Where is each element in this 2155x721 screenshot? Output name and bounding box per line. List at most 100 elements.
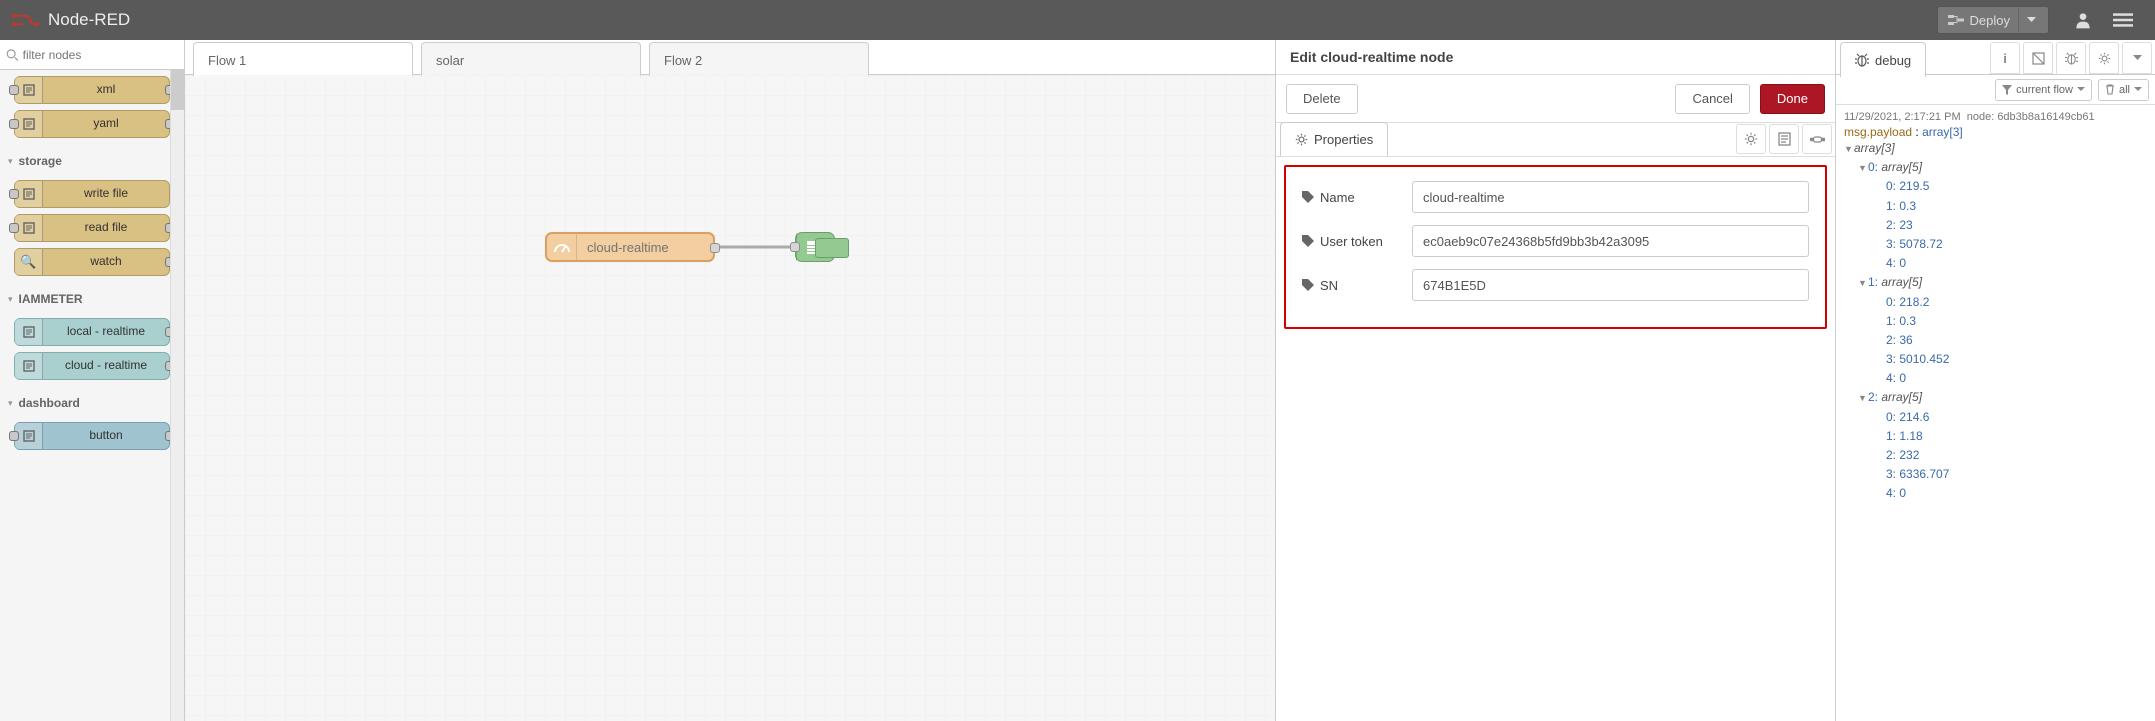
debug-payload-root[interactable]: ▼array[3] [1844, 139, 2147, 158]
chevron-down-icon [2027, 17, 2036, 23]
flow-canvas-area: Flow 1solarFlow 2 cloud-realtime [185, 40, 1835, 721]
sidebar-help-icon[interactable] [2023, 42, 2053, 74]
deploy-icon [1948, 13, 1964, 27]
palette-scrollbar[interactable] [170, 70, 184, 721]
flow-tab-flow-1[interactable]: Flow 1 [193, 42, 413, 77]
name-input[interactable] [1412, 181, 1809, 213]
hamburger-menu-icon[interactable] [2113, 10, 2133, 30]
tab-debug[interactable]: debug [1840, 42, 1926, 77]
palette-node-write-file[interactable]: write file [14, 180, 170, 208]
palette-category-iammeter[interactable]: ▾IAMMETER [0, 282, 184, 312]
chevron-down-icon [2134, 87, 2142, 92]
node-description-icon[interactable] [1769, 124, 1799, 154]
token-input[interactable] [1412, 225, 1809, 257]
app-title: Node-RED [48, 10, 130, 30]
done-button[interactable]: Done [1760, 84, 1825, 114]
delete-button[interactable]: Delete [1286, 84, 1358, 114]
debug-msg-node[interactable]: node: 6db3b8a16149cb61 [1967, 111, 2095, 123]
flow-node-debug[interactable] [795, 232, 835, 262]
deploy-dropdown[interactable] [2018, 7, 2044, 33]
node-appearance-icon[interactable] [1802, 124, 1832, 154]
debug-msg-meta: 11/29/2021, 2:17:21 PM node: 6db3b8a1614… [1844, 111, 2147, 123]
sidebar-tabs: debug i [1836, 40, 2155, 75]
debug-payload-value[interactable]: 4: 0 [1844, 254, 2147, 273]
debug-payload-value[interactable]: 1: 0.3 [1844, 197, 2147, 216]
debug-payload-value[interactable]: 4: 0 [1844, 369, 2147, 388]
palette-category-storage[interactable]: ▾storage [0, 144, 184, 174]
palette-node-label: yaml [43, 117, 169, 130]
sn-input[interactable] [1412, 269, 1809, 301]
debug-payload-value[interactable]: 3: 5010.452 [1844, 350, 2147, 369]
debug-msg-time: 11/29/2021, 2:17:21 PM [1844, 111, 1961, 123]
palette-node-read-file[interactable]: read file [14, 214, 170, 242]
node-type-icon [15, 181, 43, 207]
palette-filter [0, 40, 184, 70]
debug-payload-value[interactable]: 2: 36 [1844, 331, 2147, 350]
palette-node-cloud-realtime[interactable]: cloud - realtime [14, 352, 170, 380]
palette-node-xml[interactable]: xml [14, 76, 170, 104]
palette-node-local-realtime[interactable]: local - realtime [14, 318, 170, 346]
sidebar-debug-icon[interactable] [2056, 42, 2086, 74]
debug-payload-value[interactable]: 2: 23 [1844, 216, 2147, 235]
flow-node-cloud-realtime[interactable]: cloud-realtime [545, 232, 715, 262]
sidebar-config-icon[interactable] [2089, 42, 2119, 74]
palette-node-label: write file [43, 187, 169, 200]
chevron-down-icon: ▾ [8, 294, 13, 305]
debug-filter-select[interactable]: current flow [1995, 79, 2092, 101]
node-type-icon: 🔍 [15, 249, 43, 275]
debug-payload-item[interactable]: ▼1: array[5] [1844, 273, 2147, 292]
debug-payload-value[interactable]: 0: 214.6 [1844, 408, 2147, 427]
node-input-port[interactable] [9, 189, 19, 199]
debug-payload-value[interactable]: 3: 6336.707 [1844, 465, 2147, 484]
node-input-port[interactable] [9, 223, 19, 233]
tab-properties-label: Properties [1314, 132, 1373, 147]
debug-msg-topic[interactable]: msg.payload : array[3] [1844, 125, 2147, 139]
field-label-token: User token [1302, 234, 1412, 249]
chevron-down-icon: ▾ [8, 398, 13, 409]
debug-payload-value[interactable]: 0: 219.5 [1844, 177, 2147, 196]
debug-toolbar: current flow all [1836, 75, 2155, 105]
node-settings-icon[interactable] [1736, 124, 1766, 154]
tab-properties[interactable]: Properties [1280, 122, 1388, 156]
palette-category-dashboard[interactable]: ▾dashboard [0, 386, 184, 416]
node-output-port[interactable] [710, 243, 720, 253]
sidebar-dropdown-icon[interactable] [2122, 42, 2152, 74]
field-label-name: Name [1302, 190, 1412, 205]
cancel-button[interactable]: Cancel [1675, 84, 1749, 114]
edit-tray-title: Edit cloud-realtime node [1276, 40, 1835, 75]
palette-node-label: xml [43, 83, 169, 96]
debug-payload-value[interactable]: 4: 0 [1844, 484, 2147, 503]
debug-payload-value[interactable]: 3: 5078.72 [1844, 235, 2147, 254]
node-input-port[interactable] [9, 119, 19, 129]
node-type-icon [15, 77, 43, 103]
palette-node-watch[interactable]: 🔍watch [14, 248, 170, 276]
deploy-button[interactable]: Deploy [1937, 6, 2049, 34]
flow-tab-flow-2[interactable]: Flow 2 [649, 42, 869, 77]
node-type-icon [15, 423, 43, 449]
gauge-icon [547, 234, 577, 260]
palette-node-button[interactable]: button [14, 422, 170, 450]
flow-node-label: cloud-realtime [577, 240, 679, 255]
debug-payload-value[interactable]: 2: 232 [1844, 446, 2147, 465]
palette-category-label: storage [19, 154, 62, 168]
nodered-logo-icon [12, 11, 40, 29]
node-input-port[interactable] [9, 85, 19, 95]
sidebar-info-icon[interactable]: i [1990, 42, 2020, 74]
flow-tab-solar[interactable]: solar [421, 42, 641, 77]
debug-payload-item[interactable]: ▼0: array[5] [1844, 158, 2147, 177]
node-input-port[interactable] [9, 431, 19, 441]
edit-tray-actions: Delete Cancel Done [1276, 75, 1835, 123]
palette-filter-input[interactable] [23, 48, 178, 62]
debug-payload-item[interactable]: ▼2: array[5] [1844, 388, 2147, 407]
tab-debug-label: debug [1875, 53, 1911, 68]
debug-payload-value[interactable]: 1: 1.18 [1844, 427, 2147, 446]
user-icon[interactable] [2073, 10, 2093, 30]
debug-output: 11/29/2021, 2:17:21 PM node: 6db3b8a1614… [1836, 105, 2155, 721]
debug-payload-value[interactable]: 0: 218.2 [1844, 293, 2147, 312]
palette-scrollbar-thumb[interactable] [171, 70, 184, 110]
debug-node-toggle[interactable] [815, 238, 849, 258]
palette-node-yaml[interactable]: yaml [14, 110, 170, 138]
node-input-port[interactable] [790, 242, 800, 252]
debug-clear-select[interactable]: all [2098, 79, 2149, 101]
debug-payload-value[interactable]: 1: 0.3 [1844, 312, 2147, 331]
